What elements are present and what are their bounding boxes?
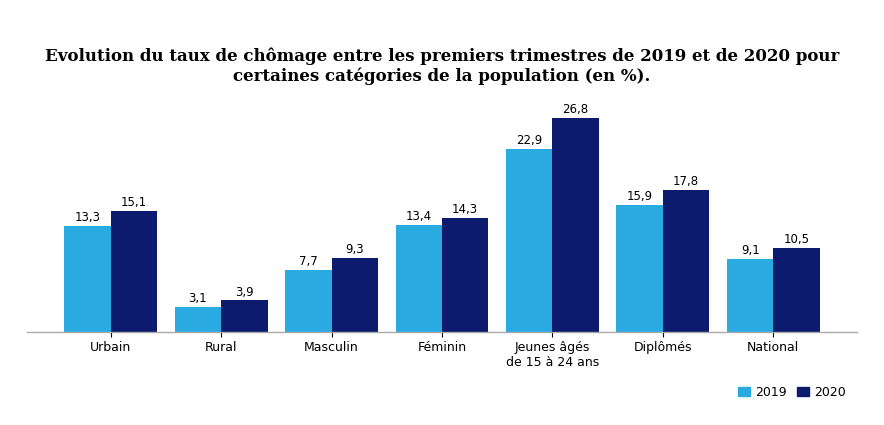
Bar [396, 225, 442, 332]
Bar [332, 258, 378, 332]
Text: 3,1: 3,1 [188, 292, 207, 305]
Text: 3,9: 3,9 [235, 286, 254, 298]
Text: 13,3: 13,3 [74, 211, 101, 224]
Bar [727, 259, 774, 332]
Text: 15,1: 15,1 [121, 196, 147, 210]
Bar [110, 211, 157, 332]
Legend: 2019, 2020: 2019, 2020 [733, 381, 851, 404]
Bar [221, 300, 268, 332]
Text: 15,9: 15,9 [627, 190, 652, 203]
Bar [774, 248, 819, 332]
Bar [442, 218, 488, 332]
Bar [616, 205, 663, 332]
Bar [552, 119, 598, 332]
Text: 14,3: 14,3 [452, 203, 478, 216]
Title: Evolution du taux de chômage entre les premiers trimestres de 2019 et de 2020 po: Evolution du taux de chômage entre les p… [45, 47, 839, 85]
Text: 9,3: 9,3 [346, 243, 364, 255]
Text: 22,9: 22,9 [516, 134, 543, 147]
Text: 7,7: 7,7 [299, 255, 317, 268]
Bar [65, 226, 110, 332]
Bar [663, 190, 709, 332]
Text: 9,1: 9,1 [741, 244, 759, 257]
Text: 13,4: 13,4 [406, 210, 432, 223]
Bar [506, 150, 552, 332]
Text: 26,8: 26,8 [562, 103, 589, 116]
Bar [286, 270, 332, 332]
Bar [175, 307, 221, 332]
Text: 10,5: 10,5 [783, 233, 810, 246]
Text: 17,8: 17,8 [673, 175, 699, 188]
